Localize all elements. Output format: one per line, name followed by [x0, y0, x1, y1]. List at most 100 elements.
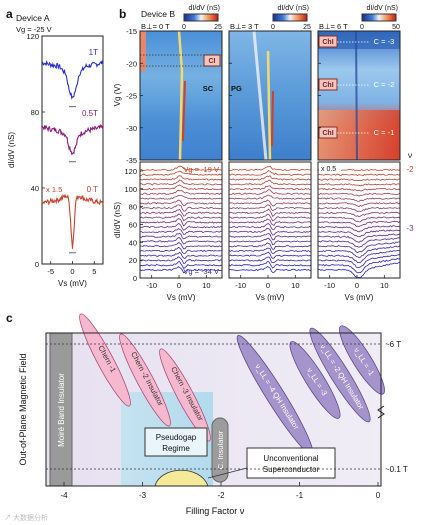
y-axis-label-c: Out-of-Plane Magnetic Field	[18, 353, 28, 465]
label-box-ChI	[318, 126, 338, 139]
colorbar-min-0: 0	[182, 24, 186, 31]
y-tick-label-b-lower: 120	[124, 167, 137, 176]
spectrum-curve-2	[318, 245, 401, 259]
field-label-0: B⊥= 0 T	[141, 22, 170, 31]
label-chern-number: C = -2	[374, 80, 395, 89]
label-sc-2: Superconductor	[263, 465, 320, 474]
scale-annotation-a: x 1.5	[46, 185, 62, 194]
label-ChI: ChI	[322, 130, 333, 137]
vg-top-annotation: Vg = -19 V	[183, 165, 219, 174]
y-tick-label-b: -20	[126, 59, 137, 68]
x-tick-label-c: -3	[139, 491, 147, 500]
x-tick-label-b: 10	[291, 281, 299, 290]
spectrum-curve-2	[318, 197, 401, 202]
spectrum-curve-2	[317, 178, 401, 182]
ridge-diag	[252, 30, 268, 161]
x-tick-label-b: 0	[355, 281, 359, 290]
y-tick-label-b-lower: 0	[133, 274, 137, 283]
colorbar-label-1: dI/dV (nS)	[277, 5, 309, 12]
y-tick-label-b-lower: 20	[129, 256, 137, 265]
qh-region-6	[309, 327, 371, 423]
zero-bias-ridge	[177, 30, 184, 161]
label-box-ChI	[318, 78, 338, 91]
spectrum-curve-0	[139, 223, 223, 231]
spectrum-curve-2	[318, 220, 401, 228]
x-tick-label-c: -2	[217, 491, 225, 500]
x-tick-label-b: 0	[177, 281, 181, 290]
spectrum-curve-2	[317, 250, 401, 264]
superconductor-dome	[154, 469, 209, 487]
colorbar-min-2: 0	[360, 24, 364, 31]
red-feature	[271, 90, 274, 147]
spectrum-curve-0	[139, 184, 223, 191]
spectrum-curve-1	[228, 227, 312, 236]
panel-a-title: Device A	[16, 13, 50, 23]
x-axis-label-b-2: Vs (mV)	[345, 293, 374, 302]
spectrum-curve-2	[317, 206, 401, 213]
legend-0T: 0 T	[87, 185, 99, 194]
panel-c-frame	[45, 332, 382, 487]
x-tick-label-b: 10	[380, 281, 388, 290]
spectrum-curve-1	[228, 242, 312, 250]
spectrum-curve-2	[318, 211, 401, 218]
spectrum-curve-1	[228, 247, 312, 255]
spectrum-curve-1	[228, 199, 312, 207]
spectrum-curve-0	[139, 237, 223, 245]
spectrum-curve-2	[317, 187, 401, 192]
y-tick-label-b-lower: 80	[129, 203, 137, 212]
top-band	[318, 31, 400, 49]
red-feature	[182, 80, 186, 142]
x-axis-label-b-1: Vs (mV)	[256, 293, 285, 302]
spectrum-curve-1	[228, 185, 312, 191]
nu-label: ν	[408, 150, 412, 160]
spectrum-curve-0	[139, 213, 222, 222]
spectrum-curve-1	[228, 256, 312, 264]
field-label-6T: ~6 T	[385, 340, 401, 349]
sc-label-box	[246, 447, 336, 479]
x-axis-label-c: Filling Factor ν	[186, 506, 245, 516]
label-pseudogap-1: Pseudogap	[156, 433, 197, 442]
scale-annotation-b: x 0.5	[321, 166, 336, 173]
spectrum-curve-0	[139, 175, 223, 181]
x-tick-label-b: -10	[324, 281, 335, 290]
spectrum-curve-0	[139, 261, 223, 269]
chern-region-3	[159, 348, 211, 442]
heat-edge-feature	[140, 31, 146, 71]
colorbar-max-0: 25	[214, 24, 222, 31]
spectrum-curve-0	[139, 208, 223, 217]
y-tick-label-b-lower: 40	[129, 238, 137, 247]
colorbar-max-1: 25	[303, 24, 311, 31]
panel-label-c: c	[6, 311, 13, 325]
series-line-1T	[41, 59, 104, 100]
spectrum-curve-0	[139, 199, 223, 207]
colorbar-1	[272, 13, 308, 22]
spectrum-curve-2	[317, 258, 401, 274]
x-tick-label-c: 0	[376, 491, 381, 500]
qh-region-7	[339, 325, 385, 395]
y-tick-label-a: 40	[31, 184, 39, 193]
label-chern-number: C = -1	[374, 128, 395, 137]
spectrum-curve-1	[228, 218, 312, 226]
label-ChI: ChI	[322, 82, 333, 89]
y-axis-label-b-top: Vg (V)	[113, 83, 122, 106]
spectrum-curve-0	[139, 266, 223, 274]
spectrum-curve-2	[317, 261, 401, 279]
panel-label-a: a	[6, 7, 13, 21]
y-tick-label-b: -15	[126, 27, 137, 36]
pseudogap-label-box	[144, 427, 208, 457]
x-tick-label-c: -1	[296, 491, 304, 500]
panel-label-b: b	[119, 7, 126, 21]
x-tick-label-b: 0	[266, 281, 270, 290]
spectrum-curve-2	[317, 254, 401, 268]
label-moire-band-insulator: Moiré Band Insulator	[57, 373, 66, 447]
spectrum-curve-0	[139, 246, 223, 254]
y-tick-label-a: 0	[35, 260, 39, 269]
spectrum-curve-0	[139, 232, 223, 240]
colorbar-label-0: dI/dV (nS)	[188, 5, 220, 12]
x-tick-label-a: -5	[47, 267, 54, 276]
spectrum-curve-0	[139, 165, 223, 172]
spectrum-curve-2	[317, 183, 401, 187]
spectrum-curve-2	[317, 229, 401, 238]
